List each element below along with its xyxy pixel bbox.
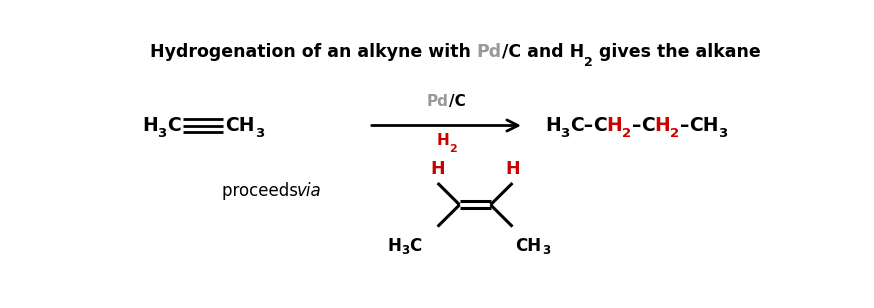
Text: CH: CH bbox=[225, 116, 255, 135]
Text: 2: 2 bbox=[670, 127, 680, 140]
Text: H: H bbox=[545, 116, 560, 135]
Text: 2: 2 bbox=[584, 56, 593, 69]
Text: C: C bbox=[167, 116, 181, 135]
Text: 3: 3 bbox=[542, 244, 550, 257]
Text: H: H bbox=[387, 237, 401, 255]
Text: Pd: Pd bbox=[427, 94, 449, 109]
Text: C: C bbox=[593, 116, 607, 135]
Text: /C: /C bbox=[449, 94, 466, 109]
Text: 2: 2 bbox=[622, 127, 632, 140]
Text: via: via bbox=[297, 182, 322, 200]
Text: H: H bbox=[505, 160, 520, 178]
Text: H: H bbox=[142, 116, 157, 135]
Text: H: H bbox=[436, 133, 449, 148]
Text: C: C bbox=[409, 237, 421, 255]
Text: CH: CH bbox=[516, 237, 542, 255]
Text: H: H bbox=[430, 160, 445, 178]
Text: –: – bbox=[632, 116, 641, 135]
Text: gives the alkane: gives the alkane bbox=[593, 43, 760, 61]
Text: C–: C– bbox=[570, 116, 593, 135]
Text: Hydrogenation of an alkyne with: Hydrogenation of an alkyne with bbox=[149, 43, 476, 61]
Text: 3: 3 bbox=[718, 127, 728, 140]
Text: /C and H: /C and H bbox=[502, 43, 584, 61]
Text: C: C bbox=[641, 116, 655, 135]
Text: Pd: Pd bbox=[476, 43, 502, 61]
Text: H: H bbox=[607, 116, 622, 135]
Text: CH: CH bbox=[689, 116, 718, 135]
Text: –: – bbox=[680, 116, 689, 135]
Text: 3: 3 bbox=[157, 127, 167, 140]
Text: proceeds: proceeds bbox=[222, 182, 309, 200]
Text: H: H bbox=[655, 116, 670, 135]
Text: 3: 3 bbox=[560, 127, 570, 140]
Text: 3: 3 bbox=[255, 127, 264, 140]
Text: 2: 2 bbox=[449, 144, 456, 154]
Text: 3: 3 bbox=[401, 244, 409, 257]
